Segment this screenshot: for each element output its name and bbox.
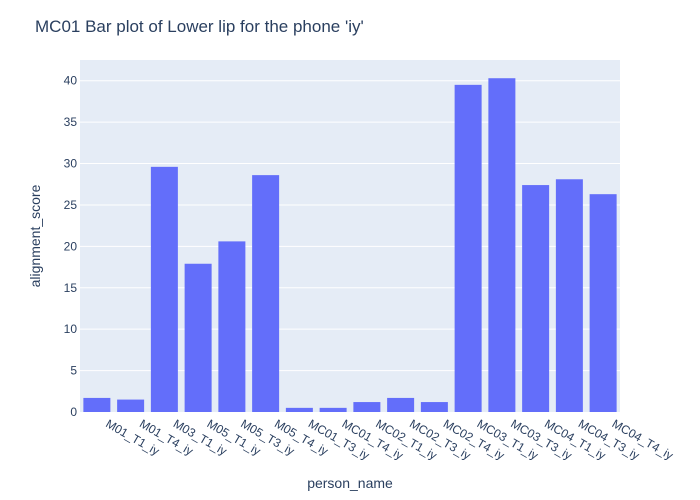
y-tick-label: 0 [70, 405, 77, 419]
bar-M05_T3_iy [218, 241, 246, 412]
bar-M03_T1_iy [150, 166, 178, 412]
y-axis-title: alignment_score [27, 184, 43, 287]
bar-MC02_T3_iy [387, 397, 415, 412]
bar-M05_T1_iy [184, 263, 212, 412]
bar-MC03_T3_iy [488, 78, 516, 412]
bar-M05_T4_iy [252, 175, 280, 412]
bar-MC04_T1_iy [522, 185, 550, 412]
bar-MC01_T3_iy [285, 407, 313, 412]
bar-MC04_T3_iy [555, 179, 583, 412]
y-tick-label: 15 [64, 281, 78, 295]
bar-MC02_T1_iy [353, 402, 381, 412]
bar-M01_T1_iy [83, 397, 111, 412]
bar-MC01_T4_iy [319, 407, 347, 412]
y-tick-label: 25 [64, 198, 78, 212]
bar-MC02_T4_iy [420, 402, 448, 412]
x-tick-labels: M01_T1_iyM01_T4_iyM03_T1_iyM05_T1_iyM05_… [103, 416, 675, 462]
y-tick-label: 20 [64, 239, 78, 253]
y-tick-labels: 0 5 10 15 20 25 30 35 40 [64, 74, 78, 419]
chart-title: MC01 Bar plot of Lower lip for the phone… [35, 17, 364, 36]
y-tick-label: 40 [64, 74, 78, 88]
bars [83, 78, 617, 413]
bar-MC04_T4_iy [589, 194, 617, 412]
y-tick-label: 5 [70, 364, 77, 378]
x-axis-title: person_name [307, 475, 393, 491]
y-tick-label: 30 [64, 157, 78, 171]
bar-MC03_T1_iy [454, 84, 482, 413]
bar-M01_T4_iy [117, 399, 145, 412]
y-tick-label: 10 [64, 322, 78, 336]
y-tick-label: 35 [64, 115, 78, 129]
